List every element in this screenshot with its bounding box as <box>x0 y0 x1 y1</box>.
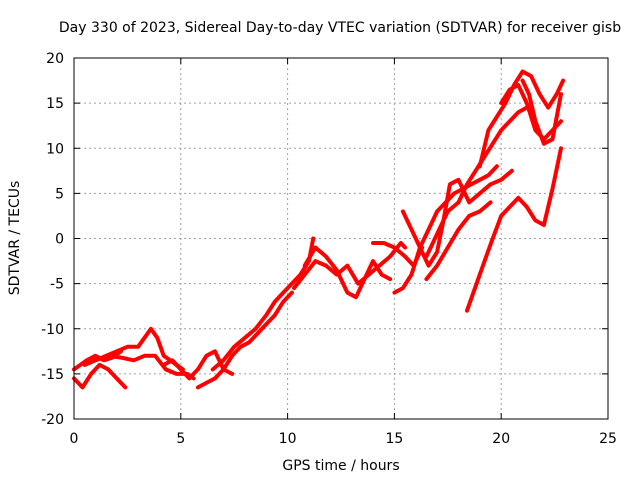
x-tick-label: 5 <box>176 431 185 447</box>
y-tick-label: -20 <box>41 412 64 428</box>
data-series <box>72 69 566 390</box>
x-tick-label: 10 <box>279 431 297 447</box>
x-tick-label: 15 <box>385 431 403 447</box>
series-sat-d <box>93 353 196 381</box>
x-tick-label: 0 <box>70 431 79 447</box>
x-axis-title: GPS time / hours <box>282 458 399 474</box>
series-sat-q <box>499 83 563 142</box>
series-sat-r <box>520 78 563 146</box>
chart-title: Day 330 of 2023, Sidereal Day-to-day VTE… <box>59 20 621 36</box>
axis-ticks <box>73 57 609 420</box>
series-sat-f <box>195 290 294 390</box>
y-tick-label: 20 <box>46 51 64 67</box>
y-tick-label: 5 <box>55 186 64 202</box>
series-sat-i <box>302 245 393 300</box>
y-tick-label: -15 <box>41 367 64 383</box>
y-tick-label: 15 <box>46 96 64 112</box>
series-sat-o <box>465 146 563 313</box>
x-tick-label: 20 <box>492 431 510 447</box>
series-sat-m <box>424 200 493 282</box>
y-tick-label: -10 <box>41 322 64 338</box>
y-tick-label: 0 <box>55 232 64 248</box>
y-tick-labels: -20 -15 -10 -5 0 5 10 15 20 <box>41 51 64 428</box>
series-sat-b <box>72 362 128 390</box>
x-tick-labels: 0 5 10 15 20 25 <box>70 431 617 447</box>
y-axis-title: SDTVAR / TECUs <box>7 181 23 296</box>
y-tick-label: -5 <box>50 277 64 293</box>
series-sat-p <box>477 69 566 169</box>
series-sat-l <box>400 168 514 268</box>
x-tick-label: 25 <box>599 431 617 447</box>
y-tick-label: 10 <box>46 141 64 157</box>
series-sat-h <box>292 241 408 291</box>
series-sat-g <box>210 236 316 372</box>
